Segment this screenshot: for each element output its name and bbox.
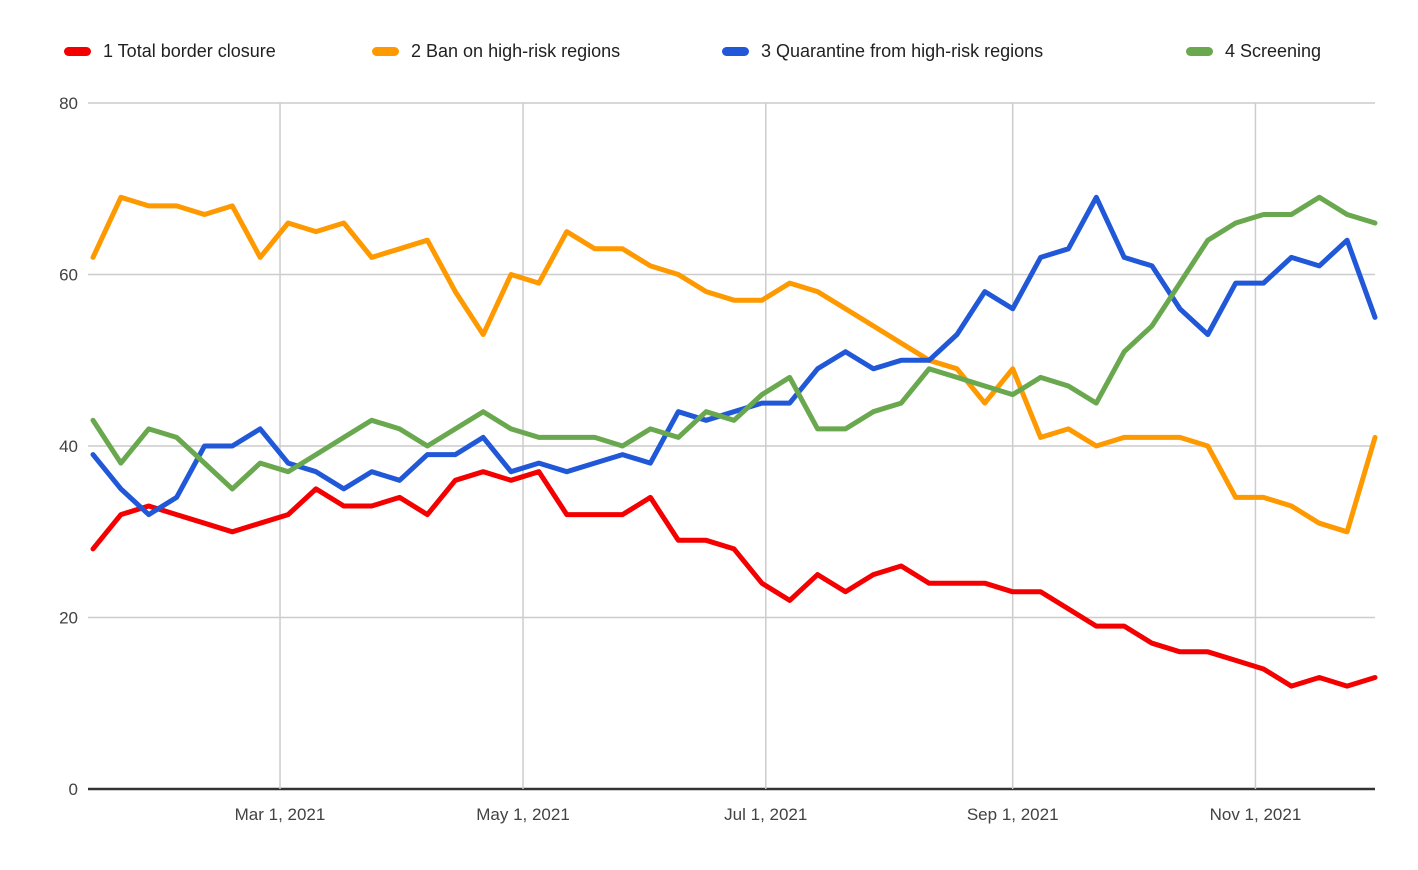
legend-item-total-border-closure[interactable]: 1 Total border closure bbox=[64, 38, 276, 64]
legend-label-ban-high-risk: 2 Ban on high-risk regions bbox=[411, 40, 621, 61]
legend-swatch-orange bbox=[372, 46, 399, 56]
x-tick-label: Mar 1, 2021 bbox=[235, 805, 326, 824]
legend-label-quarantine-high-risk: 3 Quarantine from high-risk regions bbox=[761, 40, 1044, 61]
y-tick-label: 40 bbox=[59, 437, 78, 456]
series-line-1 bbox=[90, 469, 1378, 689]
legend-label-total-border-closure: 1 Total border closure bbox=[103, 40, 276, 61]
legend-item-ban-high-risk[interactable]: 2 Ban on high-risk regions bbox=[372, 38, 620, 64]
x-tick-label: Sep 1, 2021 bbox=[967, 805, 1059, 824]
chart-legend: 1 Total border closure 2 Ban on high-ris… bbox=[0, 38, 1418, 64]
series-line-4 bbox=[90, 194, 1378, 492]
y-tick-label: 20 bbox=[59, 609, 78, 628]
legend-item-screening[interactable]: 4 Screening bbox=[1186, 38, 1321, 64]
legend-swatch-blue bbox=[722, 46, 749, 56]
x-tick-label: Nov 1, 2021 bbox=[1210, 805, 1302, 824]
y-tick-label: 80 bbox=[59, 94, 78, 113]
legend-swatch-green bbox=[1186, 46, 1213, 56]
x-tick-label: Jul 1, 2021 bbox=[724, 805, 807, 824]
y-tick-label: 0 bbox=[69, 780, 78, 799]
legend-item-quarantine-high-risk[interactable]: 3 Quarantine from high-risk regions bbox=[722, 38, 1043, 64]
y-tick-label: 60 bbox=[59, 266, 78, 285]
x-tick-label: May 1, 2021 bbox=[476, 805, 570, 824]
series-line-2 bbox=[90, 194, 1378, 535]
legend-label-screening: 4 Screening bbox=[1225, 40, 1322, 61]
legend-swatch-red bbox=[64, 46, 91, 56]
series-line-3 bbox=[90, 194, 1378, 518]
